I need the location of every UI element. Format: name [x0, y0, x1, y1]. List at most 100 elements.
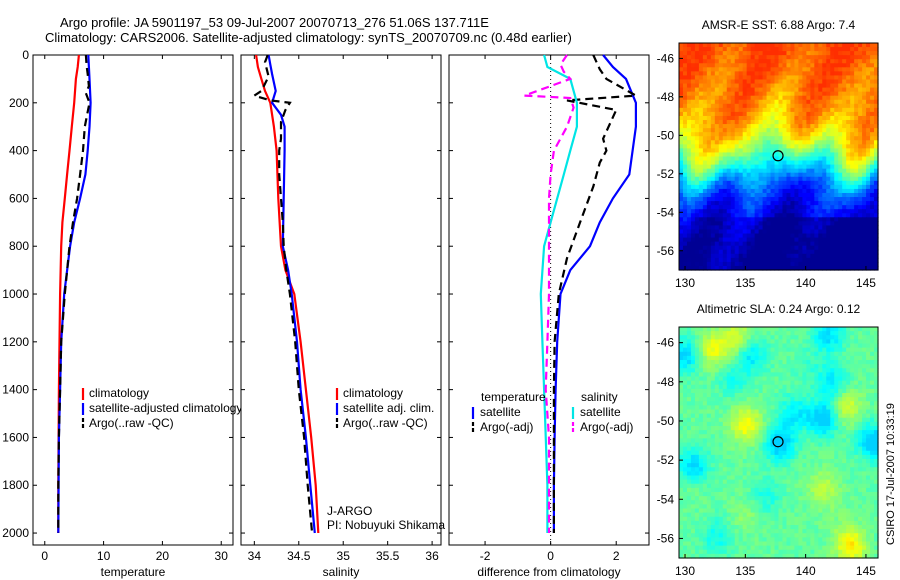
map-cell — [830, 253, 835, 259]
map-cell — [746, 257, 752, 263]
map-cell — [758, 107, 764, 113]
map-cell — [838, 205, 843, 210]
map-cell — [754, 148, 760, 154]
map-cell — [679, 438, 684, 444]
map-cell — [762, 124, 768, 129]
map-cell — [854, 343, 859, 349]
map-cell — [679, 197, 684, 202]
map-cell — [774, 454, 780, 460]
map-cell — [698, 95, 704, 101]
map-cell — [738, 401, 744, 406]
map-cell — [682, 55, 688, 60]
map-cell — [679, 421, 684, 427]
map-cell — [822, 413, 827, 419]
map-cell — [874, 43, 879, 48]
map-cell — [690, 446, 696, 452]
map-cell — [874, 261, 879, 267]
map-cell — [866, 450, 871, 456]
map-cell — [750, 213, 756, 218]
map-cell — [854, 156, 859, 162]
map-cell — [702, 184, 708, 190]
map-cell — [838, 55, 843, 60]
map-cell — [866, 43, 871, 48]
map-cell — [718, 463, 724, 468]
map-cell — [686, 245, 692, 251]
map-cell — [862, 221, 867, 227]
map-cell — [798, 347, 803, 353]
map-cell — [679, 343, 684, 349]
map-cell — [754, 201, 760, 206]
map-cell — [766, 343, 772, 349]
map-cell — [798, 384, 803, 390]
map-cell — [710, 430, 716, 435]
map-cell — [754, 51, 760, 56]
map-cell — [686, 152, 692, 158]
map-cell — [754, 120, 760, 125]
map-cell — [822, 140, 827, 145]
map-cell — [866, 426, 871, 431]
map-cell — [714, 475, 720, 481]
map-cell — [742, 347, 748, 353]
map-cell — [778, 327, 784, 332]
map-cell — [810, 434, 815, 439]
map-cell — [679, 120, 684, 125]
map-cell — [698, 221, 704, 227]
map-cell — [746, 364, 752, 369]
map-cell — [814, 351, 819, 357]
map-cell — [806, 164, 811, 170]
map-cell — [738, 479, 744, 485]
map-cell — [762, 99, 768, 105]
map-cell — [742, 95, 748, 101]
map-cell — [714, 245, 720, 251]
map-cell — [778, 446, 784, 452]
map-cell — [679, 479, 684, 485]
map-cell — [754, 156, 760, 162]
map-cell — [850, 376, 855, 382]
map-cell — [818, 111, 823, 117]
map-cell — [810, 417, 815, 423]
map-cell — [870, 442, 875, 448]
map-cell — [838, 128, 843, 133]
map-cell — [774, 405, 780, 411]
map-cell — [830, 397, 835, 402]
map-cell — [726, 331, 732, 336]
map-cell — [814, 160, 819, 166]
map-cell — [702, 417, 708, 423]
map-cell — [862, 148, 867, 154]
map-cell — [830, 168, 835, 174]
map-cell — [870, 430, 875, 435]
map-cell — [850, 156, 855, 162]
map-cell — [818, 421, 823, 427]
map-cell — [730, 213, 736, 218]
map-cell — [850, 237, 855, 243]
map-cell — [874, 75, 879, 81]
map-cell — [718, 265, 724, 271]
map-cell — [862, 368, 867, 373]
map-cell — [822, 124, 827, 129]
map-cell — [846, 221, 851, 227]
map-cell — [710, 95, 716, 101]
map-cell — [786, 176, 792, 182]
map-cell — [726, 413, 732, 419]
map-cell — [842, 188, 847, 194]
map-cell — [758, 463, 764, 468]
map-cell — [790, 95, 796, 101]
map-cell — [722, 111, 728, 117]
map-cell — [754, 475, 760, 481]
map-cell — [874, 168, 879, 174]
map-cell — [838, 413, 843, 419]
map-cell — [754, 75, 760, 81]
map-cell — [758, 417, 764, 423]
map-cell — [870, 479, 875, 485]
map-cell — [762, 184, 768, 190]
map-cell — [838, 434, 843, 439]
map-cell — [798, 327, 803, 332]
map-cell — [846, 438, 851, 444]
map-cell — [874, 99, 879, 105]
map-cell — [758, 148, 764, 154]
map-cell — [794, 355, 799, 361]
map-cell — [806, 120, 811, 125]
map-cell — [706, 55, 712, 60]
map-cell — [750, 413, 756, 419]
map-cell — [730, 409, 736, 415]
